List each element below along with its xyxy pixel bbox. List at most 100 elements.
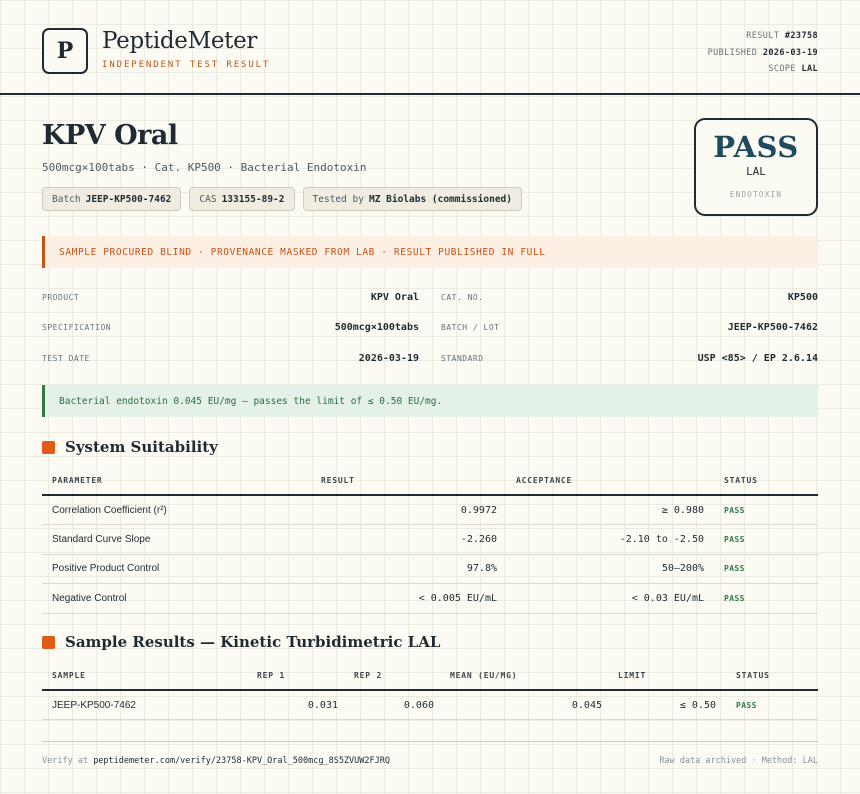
column-header: REP 1 [240, 662, 338, 691]
badge-scope: LAL [746, 165, 766, 178]
parameter-cell: Standard Curve Slope [42, 524, 304, 555]
column-header: LIMIT [602, 662, 716, 691]
info-standard: STANDARD USP <85> / EP 2.6.14 [441, 353, 818, 364]
cas-chip: CAS 133155-89-2 [189, 187, 295, 211]
footer-divider [42, 741, 818, 742]
status-badge: PASS [724, 593, 745, 603]
verify-link[interactable]: peptidemeter.com/verify/23758-KPV_Oral_5… [93, 756, 390, 766]
product-subtitle: 500mcg×100tabs · Cat. KP500 · Bacterial … [42, 161, 367, 174]
status-cell: PASS [708, 583, 818, 614]
info-product: PRODUCT KPV Oral [42, 292, 419, 303]
info-value: KP500 [787, 291, 818, 303]
column-header: STATUS [716, 662, 818, 691]
info-row: TEST DATE 2026-03-19 STANDARD USP <85> /… [42, 343, 818, 374]
pass-badge: PASS LAL ENDOTOXIN [694, 118, 818, 216]
info-label: PRODUCT [42, 292, 80, 302]
limit-cell: ≤ 0.50 [602, 690, 716, 720]
rep1-cell: 0.031 [240, 690, 338, 720]
column-header: MEAN (EU/MG) [434, 662, 602, 691]
cas-chip-value: 133155-89-2 [221, 193, 285, 205]
footer-method-note: Raw data archived · Method: LAL [659, 756, 818, 766]
scope-value: LAL [801, 64, 818, 74]
scope-line: SCOPE LAL [708, 61, 818, 78]
info-specification: SPECIFICATION 500mcg×100tabs [42, 322, 419, 333]
batch-chip-value: JEEP-KP500-7462 [85, 193, 172, 205]
table-row: Standard Curve Slope -2.260 -2.10 to -2.… [42, 524, 818, 555]
product-chips: Batch JEEP-KP500-7462 CAS 133155-89-2 Te… [42, 187, 522, 211]
table-header-row: SAMPLE REP 1 REP 2 MEAN (EU/MG) LIMIT ST… [42, 662, 818, 691]
brand-name: PeptideMeter [102, 28, 258, 54]
published-line: PUBLISHED 2026-03-19 [708, 45, 818, 62]
suitability-title: System Suitability [65, 438, 218, 456]
result-cell: < 0.005 EU/mL [304, 583, 497, 614]
published-label: PUBLISHED [707, 47, 758, 58]
verify-line: Verify at peptidemeter.com/verify/23758-… [42, 756, 390, 766]
acceptance-cell: 50–200% [497, 554, 708, 584]
tested-by-chip-value: MZ Biolabs (commissioned) [368, 193, 512, 205]
info-row: PRODUCT KPV Oral CAT. NO. KP500 [42, 282, 818, 313]
cas-chip-label: CAS [199, 193, 217, 205]
result-meta: RESULT #23758 PUBLISHED 2026-03-19 SCOPE… [708, 28, 818, 78]
badge-kind: ENDOTOXIN [729, 190, 783, 199]
samples-table: SAMPLE REP 1 REP 2 MEAN (EU/MG) LIMIT ST… [42, 662, 818, 720]
section-marker-icon [42, 635, 55, 649]
parameter-cell: Correlation Coefficient (r²) [42, 495, 304, 525]
info-label: TEST DATE [42, 353, 90, 363]
result-cell: 97.8% [304, 554, 497, 584]
scope-label: SCOPE [768, 64, 796, 74]
suitability-table: PARAMETER RESULT ACCEPTANCE STATUS Corre… [42, 467, 818, 614]
result-cell: 0.9972 [304, 495, 497, 525]
tested-by-chip-label: Tested by [312, 193, 364, 205]
info-value: USP <85> / EP 2.6.14 [697, 352, 818, 364]
status-cell: PASS [708, 495, 818, 525]
rep2-cell: 0.060 [338, 690, 434, 720]
info-test-date: TEST DATE 2026-03-19 [42, 353, 419, 364]
column-header: RESULT [304, 467, 497, 496]
parameter-cell: Negative Control [42, 583, 304, 614]
info-value: 500mcg×100tabs [334, 322, 419, 334]
result-id-label: RESULT [746, 31, 780, 41]
parameter-cell: Positive Product Control [42, 554, 304, 584]
info-label: STANDARD [441, 353, 484, 363]
acceptance-cell: < 0.03 EU/mL [497, 583, 708, 614]
info-catno: CAT. NO. KP500 [441, 292, 818, 303]
samples-title: Sample Results — Kinetic Turbidimetric L… [65, 633, 441, 651]
samples-heading: Sample Results — Kinetic Turbidimetric L… [42, 633, 440, 651]
section-marker-icon [42, 440, 55, 454]
status-cell: PASS [716, 690, 818, 720]
tested-by-chip: Tested by MZ Biolabs (commissioned) [302, 187, 522, 211]
status-badge: PASS [724, 564, 745, 574]
result-cell: -2.260 [304, 524, 497, 555]
status-badge: PASS [724, 505, 745, 515]
column-header: REP 2 [338, 662, 434, 691]
column-header: PARAMETER [42, 467, 304, 496]
table-row: JEEP-KP500-7462 0.031 0.060 0.045 ≤ 0.50… [42, 690, 818, 720]
brand-tagline: INDEPENDENT TEST RESULT [102, 60, 271, 70]
table-row: Correlation Coefficient (r²) 0.9972 ≥ 0.… [42, 495, 818, 525]
suitability-heading: System Suitability [42, 438, 218, 456]
batch-chip: Batch JEEP-KP500-7462 [42, 187, 182, 211]
info-value: JEEP-KP500-7462 [727, 322, 818, 334]
batch-chip-label: Batch [52, 193, 81, 205]
sample-cell: JEEP-KP500-7462 [42, 690, 240, 720]
result-id-value: #23758 [784, 31, 818, 41]
info-label: CAT. NO. [441, 292, 484, 302]
result-id-line: RESULT #23758 [708, 28, 818, 45]
status-cell: PASS [708, 554, 818, 584]
table-row: Positive Product Control 97.8% 50–200% P… [42, 554, 818, 584]
column-header: STATUS [708, 467, 818, 496]
column-header: ACCEPTANCE [497, 467, 708, 496]
info-value: 2026-03-19 [358, 352, 419, 364]
info-value: KPV Oral [370, 291, 419, 303]
verify-prefix: Verify at [42, 756, 89, 766]
table-header-row: PARAMETER RESULT ACCEPTANCE STATUS [42, 467, 818, 496]
status-badge: PASS [736, 700, 757, 710]
procurement-notice: SAMPLE PROCURED BLIND · PROVENANCE MASKE… [42, 236, 818, 268]
brand-logo: P [42, 28, 88, 74]
info-label: SPECIFICATION [42, 323, 112, 333]
acceptance-cell: ≥ 0.980 [497, 495, 708, 525]
info-batch: BATCH / LOT JEEP-KP500-7462 [441, 322, 818, 333]
mean-cell: 0.045 [434, 690, 602, 720]
status-badge: PASS [724, 534, 745, 544]
conclusion-banner: Bacterial endotoxin 0.045 EU/mg — passes… [42, 385, 818, 417]
